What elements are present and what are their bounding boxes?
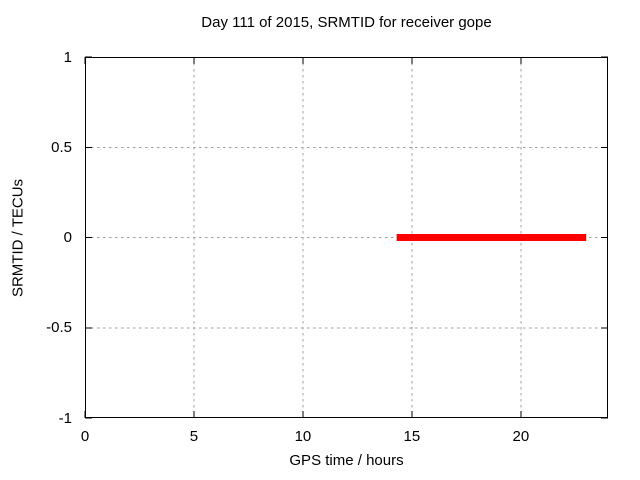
y-tick-label: 0.5 — [51, 138, 72, 156]
chart-title: Day 111 of 2015, SRMTID for receiver gop… — [201, 14, 492, 31]
x-tick-label: 15 — [403, 428, 421, 445]
x-tick-label: 0 — [80, 428, 90, 445]
x-tick-label: 10 — [294, 428, 312, 445]
y-tick-label: 1 — [63, 48, 72, 66]
x-tick-label: 20 — [512, 428, 530, 445]
y-tick-label: 0 — [63, 229, 72, 246]
x-tick-label: 5 — [189, 428, 199, 445]
y-tick-label: -1 — [58, 409, 72, 427]
y-tick-label: -0.5 — [46, 319, 72, 337]
x-axis-label: GPS time / hours — [289, 452, 404, 469]
